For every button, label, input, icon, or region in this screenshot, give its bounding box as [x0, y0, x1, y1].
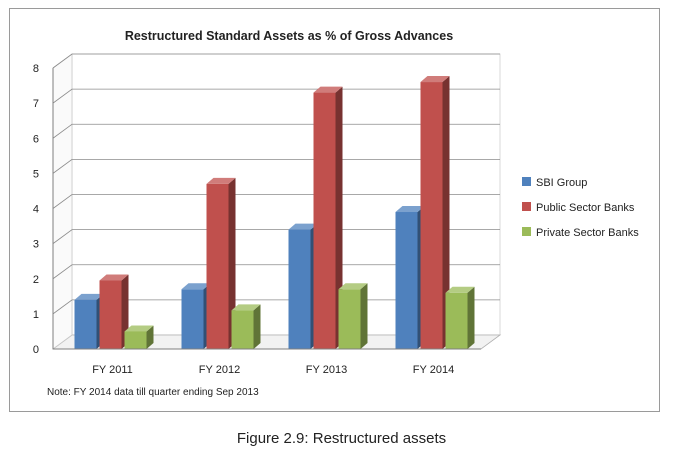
- bar-sbi-group-fy-2011: [74, 293, 104, 349]
- bar-side: [442, 76, 450, 350]
- bar-front: [124, 331, 147, 349]
- bar-top: [395, 206, 425, 213]
- bar-front: [445, 292, 468, 349]
- bar-top: [231, 304, 261, 311]
- gridline: [52, 53, 500, 69]
- bar-front: [206, 183, 229, 349]
- bar-top: [181, 283, 211, 290]
- bar-private-sector-banks-fy-2013: [338, 283, 368, 349]
- gridline: [52, 194, 500, 209]
- y-tick-label: 6: [33, 133, 39, 145]
- bar-front: [74, 299, 97, 349]
- bar-front: [420, 82, 443, 350]
- legend-label: Private Sector Banks: [536, 227, 639, 239]
- bar-public-sector-banks-fy-2013: [313, 86, 343, 350]
- y-tick-label: 1: [33, 309, 39, 321]
- bar-top: [445, 286, 475, 293]
- bar-top: [338, 283, 368, 290]
- bar-public-sector-banks-fy-2014: [420, 76, 450, 350]
- legend-item: SBI Group: [522, 177, 587, 189]
- bar-front: [313, 92, 336, 350]
- y-tick-label: 0: [33, 344, 39, 356]
- bar-sbi-group-fy-2014: [395, 206, 425, 349]
- legend-label: Public Sector Banks: [536, 202, 635, 214]
- bar-public-sector-banks-fy-2012: [206, 177, 236, 349]
- bar-top: [124, 325, 154, 332]
- bar-side: [335, 86, 343, 350]
- bar-top: [99, 274, 129, 281]
- bar-sbi-group-fy-2012: [181, 283, 211, 349]
- bar-sbi-group-fy-2013: [288, 223, 318, 349]
- bar-public-sector-banks-fy-2011: [99, 274, 129, 349]
- bar-top: [420, 76, 450, 83]
- figure-caption: Figure 2.9: Restructured assets: [236, 430, 447, 447]
- bar-top: [288, 223, 318, 230]
- bar-side: [467, 286, 475, 349]
- bar-front: [99, 280, 122, 349]
- y-tick-label: 4: [33, 204, 39, 216]
- x-tick-label: FY 2012: [199, 364, 240, 376]
- bar-top: [313, 86, 343, 93]
- chart-svg: Restructured Standard Assets as % of Gro…: [33, 29, 639, 398]
- x-tick-label: FY 2014: [413, 364, 454, 376]
- y-tick-label: 3: [33, 239, 39, 251]
- x-tick-label: FY 2013: [306, 364, 347, 376]
- legend-item: Private Sector Banks: [522, 227, 639, 239]
- x-tick-label: FY 2011: [92, 364, 133, 376]
- legend-swatch: [522, 202, 531, 211]
- chart-note: Note: FY 2014 data till quarter ending S…: [47, 387, 259, 398]
- bar-side: [253, 304, 261, 349]
- bar-top: [206, 177, 236, 184]
- bar-front: [338, 289, 361, 349]
- y-tick-label: 7: [33, 98, 39, 110]
- chart-title: Restructured Standard Assets as % of Gro…: [125, 29, 453, 43]
- bar-front: [181, 289, 204, 349]
- chart-frame: Restructured Standard Assets as % of Gro…: [9, 8, 660, 412]
- bar-side: [360, 283, 368, 349]
- bar-side: [146, 325, 154, 349]
- gridline: [52, 264, 500, 280]
- bar-private-sector-banks-fy-2012: [231, 304, 261, 349]
- legend-swatch: [522, 177, 531, 186]
- gridline: [52, 158, 500, 174]
- bar-front: [231, 310, 254, 349]
- gridline: [52, 123, 500, 139]
- legend-item: Public Sector Banks: [522, 202, 635, 214]
- gridline: [52, 229, 500, 244]
- y-tick-label: 2: [33, 274, 39, 286]
- bar-front: [288, 229, 311, 349]
- bar-private-sector-banks-fy-2014: [445, 286, 475, 349]
- legend-swatch: [522, 227, 531, 236]
- bar-top: [74, 293, 104, 300]
- bar-private-sector-banks-fy-2011: [124, 325, 154, 349]
- y-tick-label: 5: [33, 168, 39, 180]
- gridline: [52, 88, 500, 104]
- bar-front: [395, 212, 418, 349]
- y-tick-label: 8: [33, 63, 39, 75]
- bar-side: [228, 177, 236, 349]
- legend-label: SBI Group: [536, 177, 587, 189]
